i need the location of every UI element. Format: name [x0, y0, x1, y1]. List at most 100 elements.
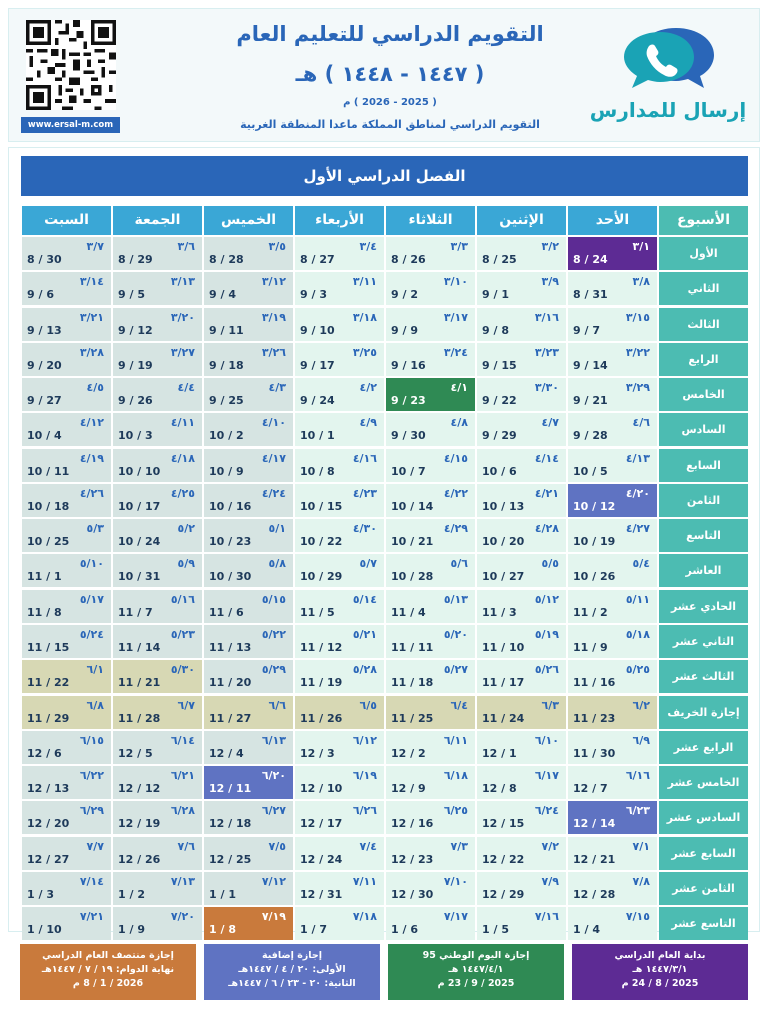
- gregorian-date: 10 / 18: [27, 500, 70, 513]
- hijri-date: ٥/٢١: [352, 628, 377, 641]
- legend-extra: إجازة إضافية الأولى: ٢٠ / ٤ / ١٤٤٧هـ الثان…: [204, 944, 380, 1000]
- gregorian-date: 10 / 9: [209, 465, 244, 478]
- gregorian-date: 10 / 7: [391, 465, 426, 478]
- gregorian-date: 10 / 8: [300, 465, 335, 478]
- hijri-date: ٤/١١: [170, 416, 195, 429]
- gregorian-date: 9 / 27: [27, 394, 62, 407]
- legend-line: بداية العام الدراسي: [614, 950, 706, 961]
- hijri-date: ٥/٣: [86, 522, 104, 535]
- day-cell: ٦/٢٣ 12 / 14: [568, 801, 657, 834]
- hijri-date: ٤/١٨: [170, 452, 195, 465]
- day-cell: ٧/١١ 12 / 31: [295, 872, 384, 905]
- hijri-date: ٥/١٥: [261, 593, 286, 606]
- gregorian-date: 12 / 30: [391, 888, 434, 901]
- gregorian-date: 10 / 10: [118, 465, 161, 478]
- hijri-date: ٤/٥: [86, 381, 104, 394]
- legend-start: بداية العام الدراسي ١٤٤٧/٣/١ هـ 2025 / 8 /…: [572, 944, 748, 1000]
- gregorian-date: 9 / 3: [300, 288, 327, 301]
- gregorian-date: 11 / 2: [573, 606, 608, 619]
- gregorian-date: 12 / 28: [573, 888, 616, 901]
- hijri-date: ٣/٢٤: [443, 346, 468, 359]
- hijri-date: ٣/٢: [541, 240, 559, 253]
- hijri-date: ٦/٦: [268, 699, 286, 712]
- gregorian-date: 9 / 17: [300, 359, 335, 372]
- day-cell: ٥/٢٨ 11 / 19: [295, 660, 384, 693]
- gregorian-date: 11 / 27: [209, 712, 252, 725]
- day-cell: ٤/٢٢ 10 / 14: [386, 484, 475, 517]
- week-label: الثامن: [659, 484, 748, 517]
- gregorian-date: 12 / 26: [118, 853, 161, 866]
- hijri-date: ٧/١٩: [261, 910, 286, 923]
- gregorian-date: 12 / 6: [27, 747, 62, 760]
- hijri-date: ٥/٢٥: [625, 663, 650, 676]
- hijri-date: ٧/١٨: [352, 910, 377, 923]
- day-cell: ٥/١٢ 11 / 3: [477, 590, 566, 623]
- gregorian-date: 11 / 7: [118, 606, 153, 619]
- day-cell: ٥/٢٢ 11 / 13: [204, 625, 293, 658]
- legend-line: 2025 / 9 / 23 م: [437, 978, 515, 989]
- hijri-date: ٤/١: [450, 381, 468, 394]
- day-cell: ٤/٢٤ 10 / 16: [204, 484, 293, 517]
- hijri-date: ٥/١٩: [534, 628, 559, 641]
- gregorian-date: 12 / 12: [118, 782, 161, 795]
- day-cell: ٣/١١ 9 / 3: [295, 272, 384, 305]
- hijri-date: ٤/١٤: [534, 452, 559, 465]
- hijri-date: ٥/٦: [450, 557, 468, 570]
- hijri-date: ٦/١٧: [534, 769, 559, 782]
- hijri-date: ٣/٣: [450, 240, 468, 253]
- hijri-date: ٥/١٠: [79, 557, 104, 570]
- hijri-date: ٣/١: [632, 240, 650, 253]
- gregorian-date: 10 / 30: [209, 570, 252, 583]
- week-label: الخامس: [659, 378, 748, 411]
- gregorian-date: 11 / 1: [27, 570, 62, 583]
- gregorian-date: 8 / 28: [209, 253, 244, 266]
- hijri-date: ٦/٨: [86, 699, 104, 712]
- day-cell: ٤/١١ 10 / 3: [113, 413, 202, 446]
- gregorian-date: 8 / 26: [391, 253, 426, 266]
- day-cell: ٣/١٤ 9 / 6: [22, 272, 111, 305]
- legend-mid: إجازة منتصف العام الدراسي نهاية الدوام: ١…: [20, 944, 196, 1000]
- hijri-date: ٥/٧: [359, 557, 377, 570]
- hijri-date: ٣/٤: [359, 240, 377, 253]
- day-cell: ٤/٢٥ 10 / 17: [113, 484, 202, 517]
- hijri-date: ٤/٦: [632, 416, 650, 429]
- gregorian-date: 11 / 16: [573, 676, 616, 689]
- hijri-date: ٧/١٣: [170, 875, 195, 888]
- hijri-date: ٤/٧: [541, 416, 559, 429]
- hijri-date: ٧/٨: [632, 875, 650, 888]
- day-cell: ٧/٧ 12 / 27: [22, 837, 111, 870]
- legend-line: إجازة منتصف العام الدراسي: [42, 950, 174, 961]
- gregorian-date: 11 / 15: [27, 641, 70, 654]
- gregorian-date: 10 / 2: [209, 429, 244, 442]
- hijri-date: ٥/١٨: [625, 628, 650, 641]
- day-cell: ٥/١٦ 11 / 7: [113, 590, 202, 623]
- gregorian-date: 1 / 10: [27, 923, 62, 936]
- hijri-date: ٤/٣٠: [352, 522, 377, 535]
- hijri-date: ٥/٩: [177, 557, 195, 570]
- gregorian-date: 12 / 1: [482, 747, 517, 760]
- hijri-date: ٧/١: [632, 840, 650, 853]
- gregorian-date: 1 / 8: [209, 923, 236, 936]
- hijri-date: ٥/٢٨: [352, 663, 377, 676]
- week-label: السادس عشر: [659, 801, 748, 834]
- gregorian-date: 11 / 4: [391, 606, 426, 619]
- hijri-date: ٤/١٢: [79, 416, 104, 429]
- week-label: التاسع عشر: [659, 907, 748, 940]
- hijri-date: ٤/١٥: [443, 452, 468, 465]
- hijri-date: ٧/٢٠: [170, 910, 195, 923]
- gregorian-date: 12 / 20: [27, 817, 70, 830]
- day-cell: ٦/٦ 11 / 27: [204, 696, 293, 729]
- gregorian-date: 11 / 5: [300, 606, 335, 619]
- day-cell: ٣/٢٨ 9 / 20: [22, 343, 111, 376]
- legend-line: ١٤٤٧/٤/١ هـ: [448, 964, 504, 975]
- website-label[interactable]: www.ersal-m.com: [21, 117, 120, 133]
- week-label: الثاني عشر: [659, 625, 748, 658]
- gregorian-date: 9 / 5: [118, 288, 145, 301]
- day-cell: ٤/٤ 9 / 26: [113, 378, 202, 411]
- day-cell: ٣/١٣ 9 / 5: [113, 272, 202, 305]
- hijri-date: ٦/١٤: [170, 734, 195, 747]
- day-cell: ٥/١٨ 11 / 9: [568, 625, 657, 658]
- gregorian-date: 9 / 23: [391, 394, 426, 407]
- day-cell: ٧/١٨ 1 / 7: [295, 907, 384, 940]
- hijri-date: ٣/٧: [86, 240, 104, 253]
